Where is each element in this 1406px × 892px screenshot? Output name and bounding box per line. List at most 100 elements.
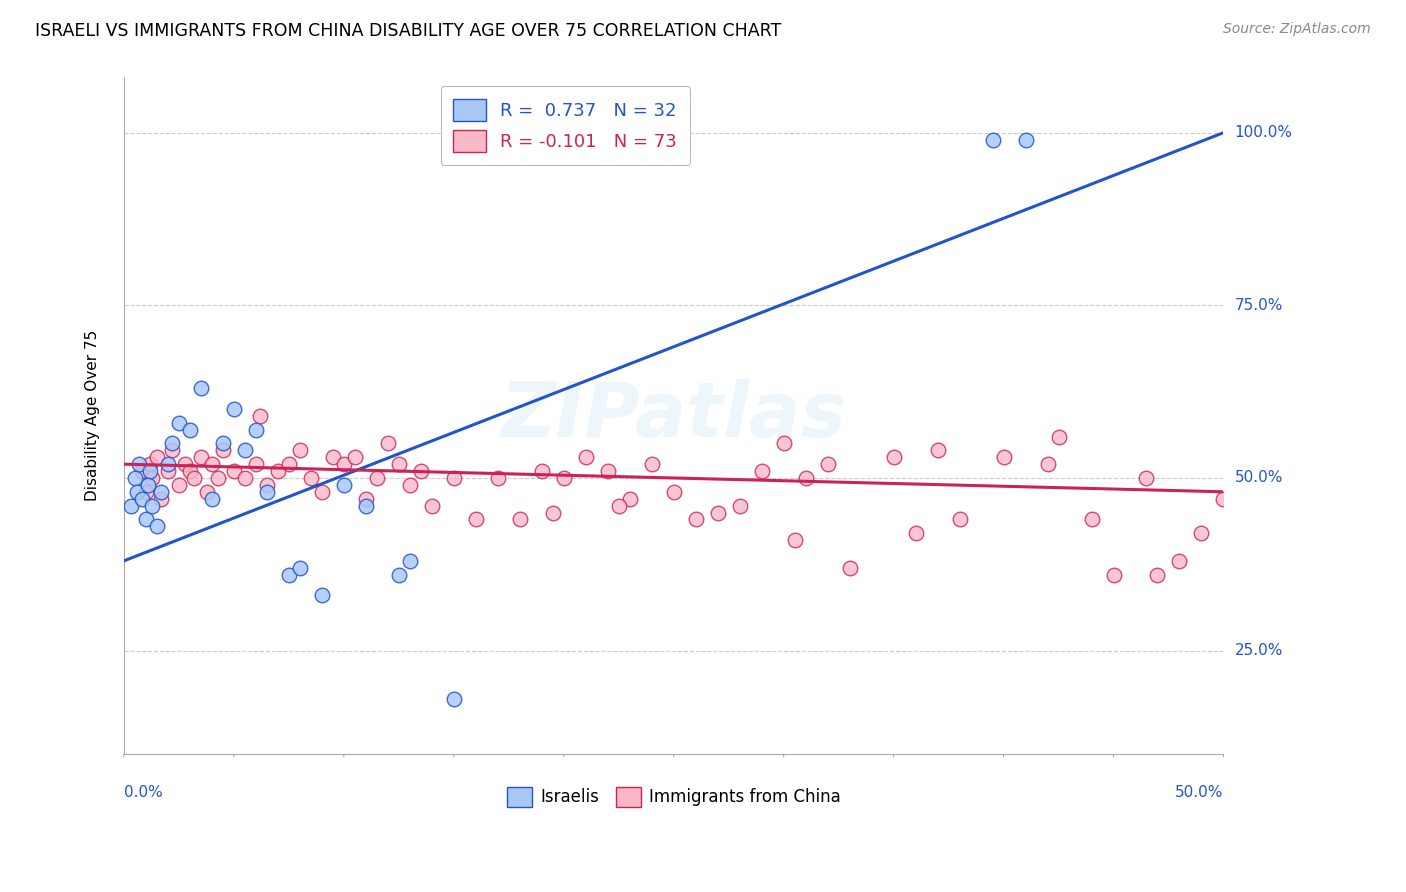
Point: [420, 499, 443, 513]
Point: [1146, 567, 1168, 582]
Text: ISRAELI VS IMMIGRANTS FROM CHINA DISABILITY AGE OVER 75 CORRELATION CHART: ISRAELI VS IMMIGRANTS FROM CHINA DISABIL…: [35, 22, 782, 40]
Point: [541, 506, 564, 520]
Point: [135, 484, 157, 499]
Point: [596, 464, 619, 478]
Point: [772, 436, 794, 450]
Point: [685, 512, 707, 526]
Point: [377, 436, 399, 450]
Point: [222, 401, 245, 416]
Point: [141, 471, 163, 485]
Point: [201, 491, 224, 506]
Point: [794, 471, 817, 485]
Point: [288, 443, 311, 458]
Point: [927, 443, 949, 458]
Point: [904, 526, 927, 541]
Point: [1014, 132, 1036, 146]
Point: [443, 692, 465, 706]
Point: [464, 512, 486, 526]
Point: [1135, 471, 1157, 485]
Point: [190, 381, 212, 395]
Point: [162, 436, 184, 450]
Point: [607, 499, 630, 513]
Point: [728, 499, 751, 513]
Point: [706, 506, 728, 520]
Point: [201, 457, 224, 471]
Point: [146, 450, 169, 465]
Point: [288, 560, 311, 574]
Point: [174, 457, 197, 471]
Point: [167, 416, 190, 430]
Point: [1212, 491, 1234, 506]
Point: [299, 471, 322, 485]
Point: [135, 512, 157, 526]
Point: [212, 436, 235, 450]
Point: [124, 471, 146, 485]
Point: [641, 457, 664, 471]
Point: [883, 450, 905, 465]
Point: [1047, 429, 1070, 443]
Point: [127, 484, 149, 499]
Point: [398, 478, 420, 492]
Point: [156, 464, 179, 478]
Point: [311, 588, 333, 602]
Point: [409, 464, 432, 478]
Text: Source: ZipAtlas.com: Source: ZipAtlas.com: [1223, 22, 1371, 37]
Point: [131, 464, 153, 478]
Text: ZIPatlas: ZIPatlas: [501, 379, 846, 453]
Point: [948, 512, 970, 526]
Point: [343, 450, 366, 465]
Text: 0.0%: 0.0%: [124, 785, 163, 800]
Point: [751, 464, 773, 478]
Y-axis label: Disability Age Over 75: Disability Age Over 75: [86, 330, 100, 501]
Point: [267, 464, 290, 478]
Point: [179, 464, 201, 478]
Point: [156, 457, 179, 471]
Point: [322, 450, 344, 465]
Point: [167, 478, 190, 492]
Point: [443, 471, 465, 485]
Point: [141, 499, 163, 513]
Point: [486, 471, 509, 485]
Point: [256, 478, 278, 492]
Point: [509, 512, 531, 526]
Point: [662, 484, 685, 499]
Point: [1191, 526, 1213, 541]
Point: [139, 457, 162, 471]
Point: [222, 464, 245, 478]
Point: [256, 484, 278, 499]
Point: [354, 491, 377, 506]
Point: [311, 484, 333, 499]
Point: [553, 471, 575, 485]
Point: [366, 471, 388, 485]
Point: [150, 491, 173, 506]
Point: [139, 464, 162, 478]
Point: [212, 443, 235, 458]
Text: 75.0%: 75.0%: [1234, 298, 1282, 313]
Point: [277, 457, 299, 471]
Point: [783, 533, 806, 548]
Point: [388, 567, 411, 582]
Text: 100.0%: 100.0%: [1234, 125, 1292, 140]
Point: [128, 457, 150, 471]
Point: [575, 450, 598, 465]
Text: 50.0%: 50.0%: [1234, 470, 1282, 485]
Point: [197, 484, 219, 499]
Point: [817, 457, 839, 471]
Point: [993, 450, 1015, 465]
Point: [1036, 457, 1059, 471]
Point: [277, 567, 299, 582]
Point: [150, 484, 173, 499]
Point: [354, 499, 377, 513]
Point: [981, 132, 1004, 146]
Point: [249, 409, 271, 423]
Point: [838, 560, 860, 574]
Point: [131, 491, 153, 506]
Point: [619, 491, 641, 506]
Point: [398, 554, 420, 568]
Point: [233, 443, 256, 458]
Text: 50.0%: 50.0%: [1175, 785, 1223, 800]
Point: [162, 443, 184, 458]
Point: [245, 423, 267, 437]
Point: [1168, 554, 1191, 568]
Point: [245, 457, 267, 471]
